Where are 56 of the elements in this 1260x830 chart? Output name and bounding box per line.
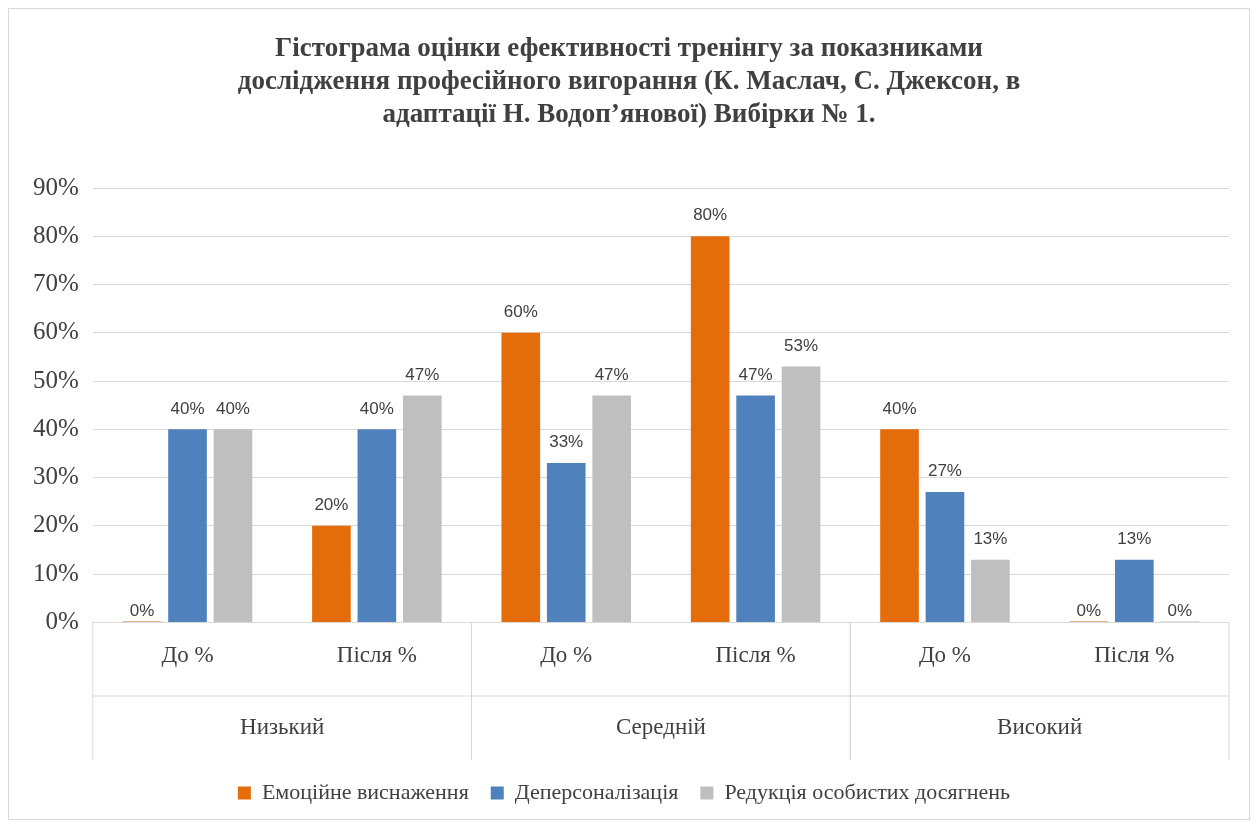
data-label: 0%: [1076, 600, 1102, 620]
text: Низький: [240, 714, 325, 740]
y-tick-label: 20%: [33, 510, 79, 538]
x-tick-label: До %: [540, 642, 593, 668]
data-label: 40%: [359, 398, 394, 418]
bar: [168, 429, 207, 622]
data-label: 80%: [693, 205, 728, 225]
text: Високий: [997, 714, 1083, 740]
bar: [781, 366, 821, 622]
bar: [971, 559, 1010, 622]
bar: [213, 429, 253, 622]
data-label: 47%: [594, 364, 629, 384]
y-tick-label: 90%: [33, 172, 79, 200]
data-label: 53%: [784, 335, 819, 355]
bar: [736, 395, 775, 622]
x-tick-label: Після %: [336, 642, 417, 668]
bar: [592, 395, 631, 622]
data-label: 13%: [1117, 528, 1152, 548]
y-tick-label: 60%: [33, 317, 79, 345]
data-label: 60%: [503, 301, 538, 321]
bar: [1115, 559, 1154, 622]
x-tick-label: Після %: [1094, 642, 1175, 668]
legend-label: Деперсоналізація: [514, 778, 679, 804]
y-tick-label: 70%: [33, 269, 79, 297]
legend-label: Емоційне виснаження: [261, 778, 469, 804]
data-label: 0%: [1167, 600, 1193, 620]
bar: [690, 236, 730, 622]
y-tick-label: 80%: [33, 220, 79, 248]
bar: [501, 332, 541, 622]
data-label: 20%: [314, 495, 349, 515]
data-label: 40%: [882, 398, 917, 418]
bar: [357, 429, 397, 622]
y-tick-label: 50%: [33, 365, 79, 393]
y-tick-label: 30%: [33, 462, 79, 490]
data-label: 27%: [927, 461, 962, 481]
legend-label: Редукція особистих досягнень: [724, 778, 1011, 804]
bar: [403, 395, 442, 622]
data-label: 47%: [405, 364, 440, 384]
x-tick-label: Після %: [715, 642, 796, 668]
data-label: 33%: [549, 432, 584, 452]
bar: [925, 492, 965, 622]
data-label: 0%: [129, 600, 155, 620]
bar: [312, 525, 351, 622]
data-label: 40%: [170, 398, 205, 418]
data-label: 13%: [973, 528, 1008, 548]
y-tick-label: 40%: [33, 413, 79, 441]
data-label: 40%: [215, 398, 250, 418]
chart-title: Гістограма оцінки ефективності тренінгу за показниками дослідження професійного вигорання (К. Маслач, С. Джексон, в адаптації Н. Водоп’янової) Вибірки № 1.: [236, 31, 1022, 130]
y-tick-label: 0%: [45, 606, 79, 634]
x-tick-label: До %: [161, 642, 214, 668]
y-tick-label: 10%: [33, 558, 79, 586]
x-tick-label: До %: [918, 642, 972, 668]
bar: [546, 463, 586, 622]
bar: [880, 429, 919, 622]
data-label: 47%: [738, 364, 773, 384]
text: Середній: [615, 714, 706, 740]
